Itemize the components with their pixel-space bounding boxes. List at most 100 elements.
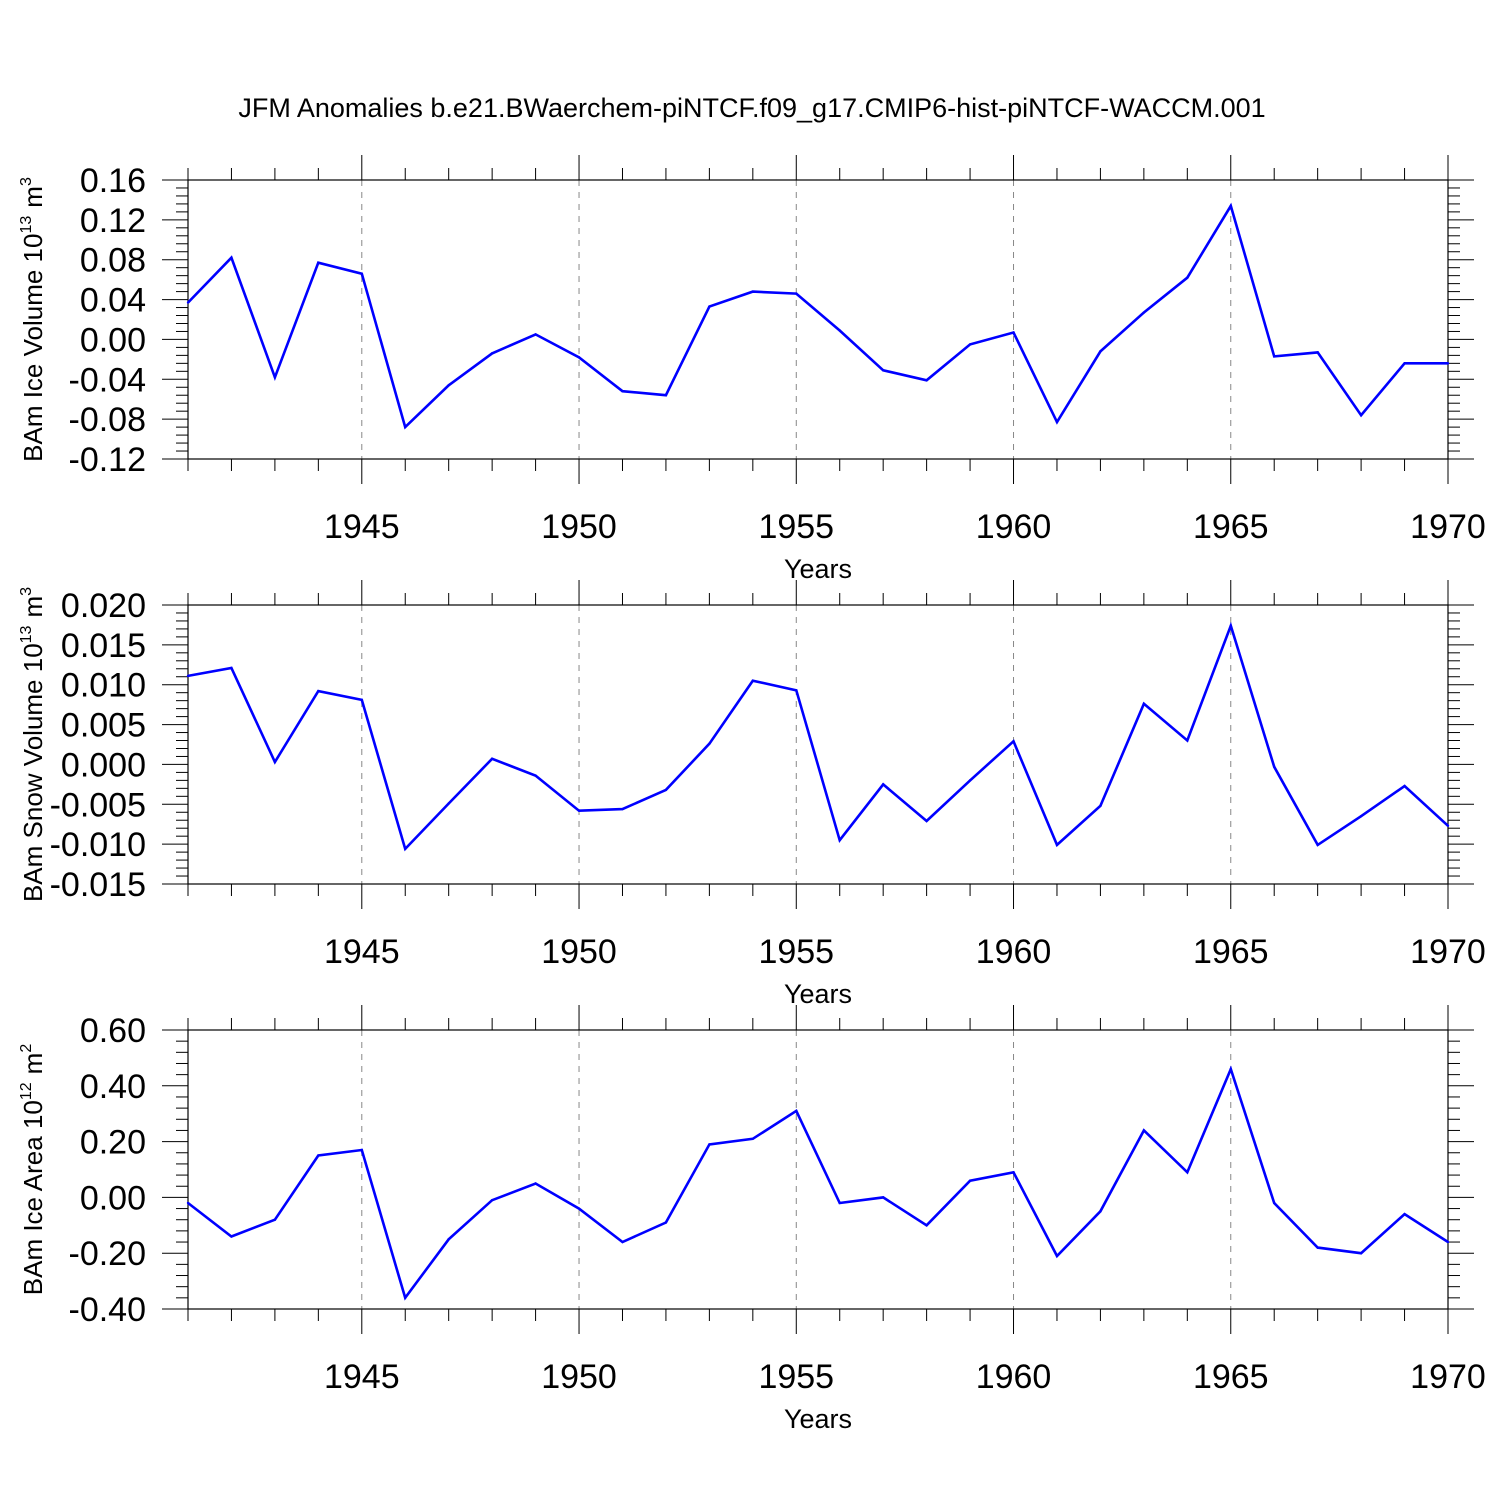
data-point [490,352,494,355]
y-tick-label: 0.12 [80,202,146,240]
data-point [925,379,928,382]
data-point [1142,1129,1146,1132]
y-tick-label: 0.00 [80,1179,146,1217]
data-point [186,301,190,304]
y-tick-label: 0.000 [61,746,146,784]
data-point [317,261,320,264]
y-tick-label: 0.04 [80,282,146,320]
data-point [1316,843,1319,847]
series-line [187,1065,1449,1301]
y-axis-label: BAm Ice Volume 1013 m3 [18,177,48,462]
y-tick-label: 0.020 [61,587,146,625]
x-tick-label: 1965 [1193,933,1269,971]
y-tick-label: 0.005 [61,707,146,745]
data-point [1055,420,1059,424]
data-point [751,1137,755,1141]
data-point [447,802,450,805]
y-axis-label-part: BAm Ice Volume 10 [18,234,48,462]
data-point [838,329,841,332]
data-point [838,838,841,842]
x-tick-label: 1970 [1410,933,1486,971]
data-point [881,783,885,786]
panels: 1945 1950 1955 1960 1965 1970-0.12-0.08-0.040… [18,155,1486,1434]
y-tick-label: 0.16 [80,162,146,200]
data-point [490,757,494,761]
data-point [968,343,972,346]
figure-title: JFM Anomalies b.e21.BWaerchem-piNTCF.f09… [238,93,1265,123]
series-line [187,202,1448,430]
data-point [230,666,233,670]
x-tick-label: 1965 [1193,1358,1269,1396]
data-point [708,742,711,745]
y-axis-label-part: 3 [18,587,35,596]
data-point [621,1240,624,1244]
x-tick-label: 1970 [1410,508,1486,546]
y-axis-label-part: 2 [18,1044,35,1053]
chart-panel-1: 1945 1950 1955 1960 1965 1970-0.12-0.08-0.040… [18,155,1486,584]
data-point [534,333,537,336]
y-tick-label: -0.08 [69,401,147,439]
x-tick-label: 1955 [758,508,834,546]
y-axis-label-part: 13 [18,216,35,234]
data-point [1055,843,1059,847]
y-tick-label: 0.010 [61,667,146,705]
y-axis-label-part: m [18,596,48,618]
data-point [1359,1252,1363,1255]
data-point [925,1224,928,1227]
y-tick-label: -0.015 [50,866,146,904]
data-point [968,779,972,782]
x-tick-label: 1960 [976,933,1052,971]
y-tick-label: -0.40 [69,1291,147,1329]
y-axis-label-part: m [18,186,48,208]
data-point [925,819,928,823]
data-point [230,256,233,259]
data-point [1099,350,1102,353]
data-point [1229,624,1232,627]
data-point [1012,1171,1015,1174]
data-point [1142,311,1146,314]
data-point [1273,765,1276,769]
data-point [1186,1171,1189,1174]
data-point [577,1207,581,1210]
x-axis-label: Years [784,1404,852,1434]
y-axis-label-part: 3 [18,177,35,186]
plot-frame [187,604,1449,885]
data-point [1446,362,1450,365]
data-point [708,305,711,308]
data-point [490,1198,494,1202]
data-point [968,1179,972,1182]
x-tick-label: 1960 [976,508,1052,546]
data-point [404,1296,407,1300]
x-tick-label: 1950 [541,1358,617,1396]
y-tick-label: -0.010 [50,826,146,864]
y-tick-label: 0.40 [80,1068,146,1106]
data-point [317,1154,320,1157]
data-point [751,679,755,682]
data-point [881,1196,885,1199]
data-point [1186,276,1189,279]
x-tick-label: 1955 [758,1358,834,1396]
data-point [751,290,755,293]
x-axis-label: Years [784,554,852,584]
data-point [1403,362,1406,365]
data-point [404,847,407,851]
data-point [664,394,668,397]
data-point [230,1235,233,1238]
y-axis-label-part: m [18,1053,48,1075]
data-point [1142,702,1146,706]
data-point [838,1201,841,1205]
y-tick-label: -0.12 [69,441,147,479]
data-point [664,788,668,792]
y-axis-label: BAm Ice Area 1012 m2 [18,1044,48,1296]
chart-panel-2: 1945 1950 1955 1960 1965 1970 -0.015-0.010-0.0… [18,580,1486,1009]
data-point [447,384,450,387]
plot-frame [187,179,1449,460]
plot-frame [187,1029,1449,1310]
data-point [1273,355,1276,358]
data-point [1099,1210,1102,1213]
data-point [708,1143,711,1146]
x-tick-label: 1955 [758,933,834,971]
x-tick-label: 1945 [324,1358,400,1396]
y-tick-label: 0.20 [80,1124,146,1162]
